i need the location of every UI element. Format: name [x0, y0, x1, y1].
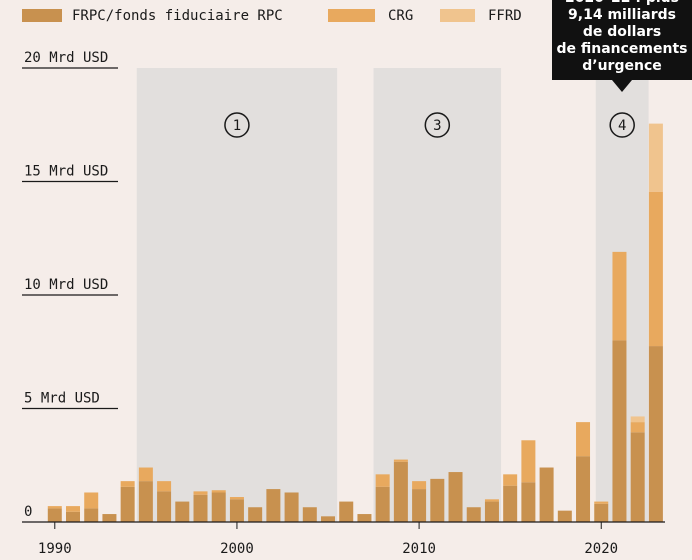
y-tick-label: 5 Mrd USD: [24, 391, 100, 407]
bar-segment: [302, 507, 317, 522]
bar-segment: [229, 497, 244, 500]
bar-segment: [193, 494, 208, 522]
bar-segment: [138, 467, 153, 482]
bar-segment: [539, 467, 554, 522]
bar-segment: [630, 416, 645, 423]
legend-swatch: [328, 9, 375, 22]
bar-segment: [503, 474, 518, 486]
legend-label: FFRD: [488, 8, 522, 24]
bar-segment: [266, 489, 281, 522]
bar-segment: [157, 481, 172, 492]
bar-segment: [357, 514, 372, 522]
bar-segment: [120, 486, 135, 522]
bar-segment: [84, 508, 99, 522]
y-tick-label: 0: [24, 504, 32, 520]
bar-segment: [248, 507, 263, 522]
annotation-text: de financements: [556, 41, 687, 57]
period-label: 3: [433, 118, 441, 134]
legend-label: FRPC/fonds fiduciaire RPC: [72, 8, 283, 24]
bar-segment: [521, 440, 536, 483]
bar-segment: [157, 491, 172, 522]
bar-segment: [576, 456, 591, 522]
x-tick-label: 2000: [220, 541, 254, 557]
annotation-text: 9,14 milliards: [568, 7, 676, 23]
bar-segment: [630, 422, 645, 433]
bar-segment: [648, 123, 663, 192]
y-tick-label: 20 Mrd USD: [24, 50, 108, 66]
bar-segment: [339, 501, 354, 522]
bar-segment: [484, 499, 499, 502]
bar-segment: [66, 511, 81, 522]
x-tick-label: 2020: [584, 541, 618, 557]
bar-segment: [612, 340, 627, 522]
legend-swatch: [22, 9, 62, 22]
y-tick-label: 10 Mrd USD: [24, 277, 108, 293]
annotation-text: d’urgence: [582, 58, 662, 74]
bar-segment: [594, 501, 609, 504]
bar-segment: [576, 422, 591, 457]
period-circle: [224, 112, 250, 138]
bar-segment: [84, 492, 99, 509]
bar-segment: [503, 485, 518, 522]
legend-label: CRG: [388, 8, 413, 24]
bar-segment: [284, 492, 299, 522]
bar-segment: [102, 514, 117, 522]
bar-segment: [375, 486, 390, 522]
bar-segment: [594, 503, 609, 522]
bar-segment: [612, 251, 627, 341]
period-band: [136, 68, 338, 522]
bar-segment: [630, 432, 645, 522]
bar-segment: [47, 506, 62, 509]
bar-segment: [229, 499, 244, 522]
legend-swatch: [440, 9, 475, 22]
bar-segment: [393, 459, 408, 462]
bar-segment: [521, 482, 536, 522]
period-label: 1: [233, 118, 241, 134]
period-band: [373, 68, 502, 522]
period-label: 4: [618, 118, 626, 134]
bar-segment: [66, 506, 81, 512]
period-circle: [424, 112, 451, 138]
bar-segment: [321, 516, 336, 522]
y-tick-label: 15 Mrd USD: [24, 164, 108, 180]
annotation-text: de dollars: [583, 24, 661, 40]
bar-segment: [375, 474, 390, 487]
period-circle: [609, 112, 635, 138]
bar-segment: [393, 461, 408, 522]
bar-segment: [138, 481, 153, 522]
bar-segment: [193, 491, 208, 495]
bar-segment: [448, 472, 463, 522]
bar-segment: [557, 510, 572, 522]
annotation-text: 2020–22 : plus: [565, 0, 679, 6]
bar-segment: [47, 508, 62, 522]
bar-segment: [211, 492, 226, 522]
x-tick-label: 2010: [402, 541, 436, 557]
annotation-box: [552, 0, 692, 80]
bar-segment: [466, 507, 481, 522]
annotation-pointer: [612, 80, 632, 92]
bar-segment: [211, 490, 226, 493]
bar-segment: [412, 481, 427, 490]
bar-segment: [175, 501, 190, 522]
bar-segment: [648, 191, 663, 347]
bar-segment: [430, 478, 445, 522]
bar-segment: [120, 481, 135, 487]
bar-segment: [412, 489, 427, 522]
bar-segment: [484, 501, 499, 522]
bar-segment: [648, 346, 663, 522]
x-tick-label: 1990: [38, 541, 72, 557]
